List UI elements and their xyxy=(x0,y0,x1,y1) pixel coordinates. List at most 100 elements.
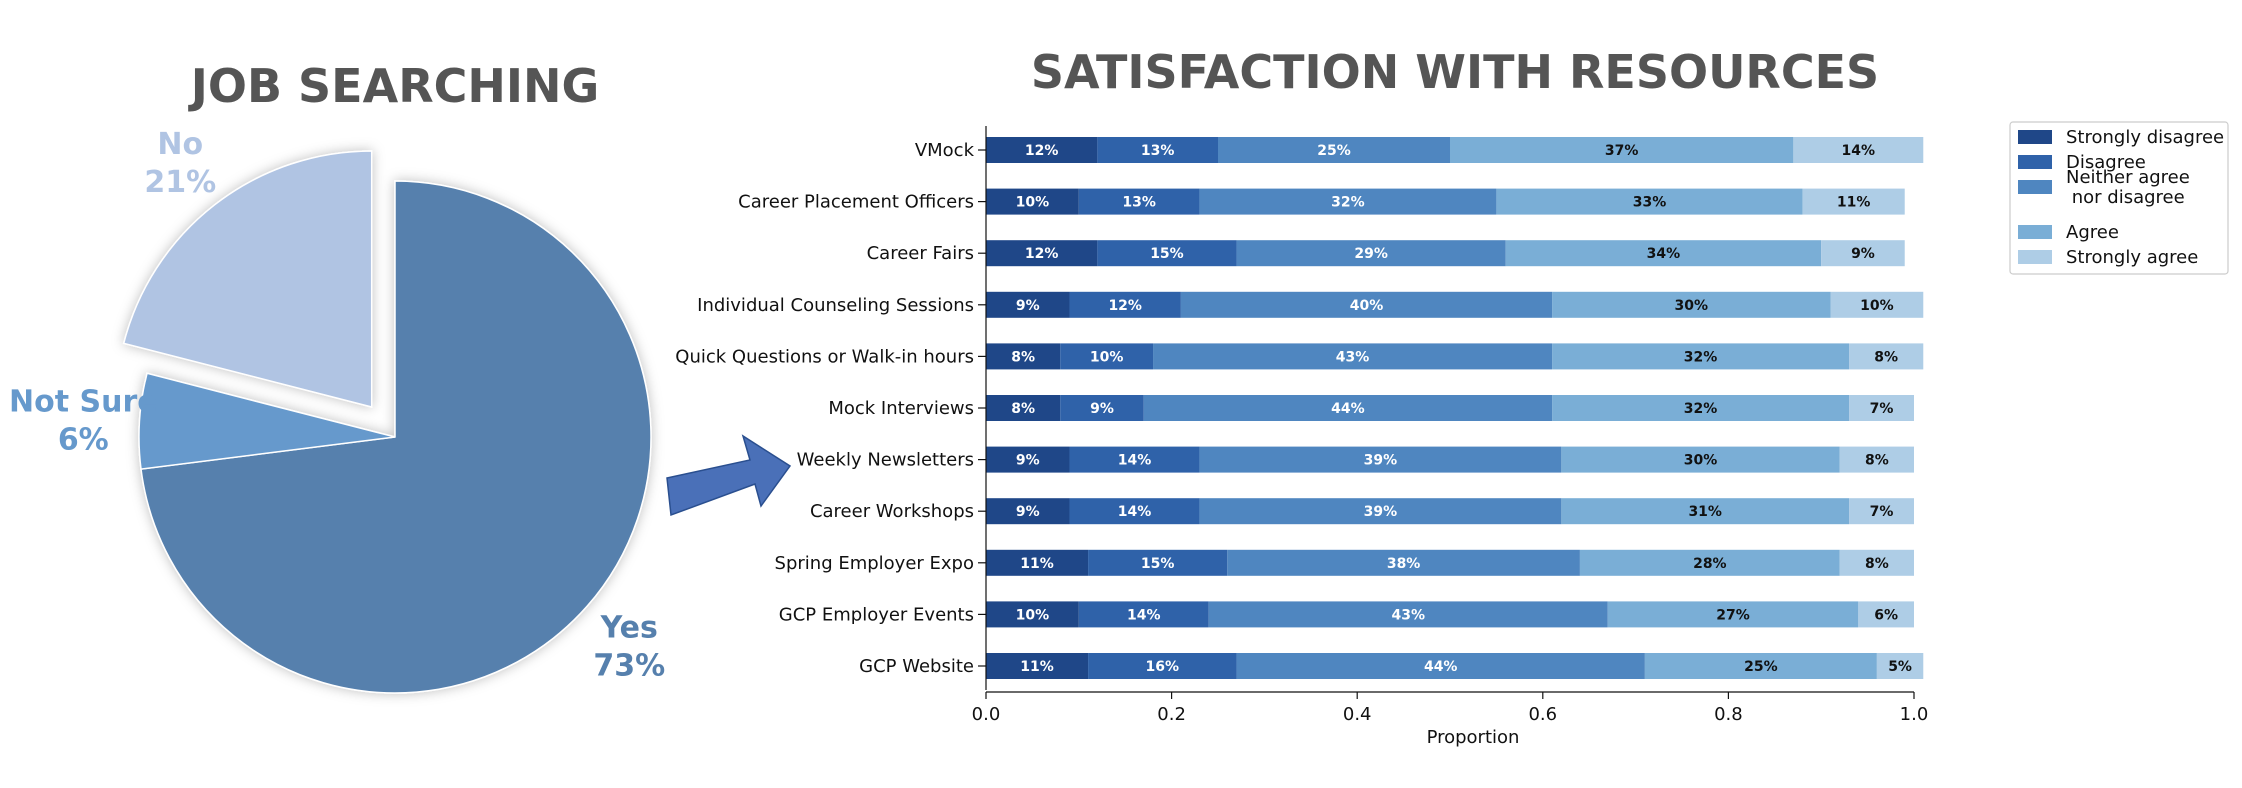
category-label: Mock Interviews xyxy=(828,398,974,419)
bar-value-label: 14% xyxy=(1127,607,1161,623)
bar-segment-agree xyxy=(1607,601,1859,628)
bar-value-label: 44% xyxy=(1331,401,1365,417)
bar-segment-agree xyxy=(1579,549,1840,576)
pie-value-no: 21% xyxy=(144,165,216,200)
bar-value-label: 44% xyxy=(1424,659,1458,675)
bar-segment-strongly-agree xyxy=(1849,395,1914,421)
bar-value-label: 32% xyxy=(1331,195,1365,211)
bar-segment-strongly-agree xyxy=(1839,549,1914,576)
bar-segment-strongly-disagree xyxy=(986,653,1089,679)
bar-segment-neither-agree-nor-disagree xyxy=(1199,446,1562,473)
bar-segment-agree xyxy=(1644,653,1877,679)
legend-swatch xyxy=(2018,130,2052,144)
bar-value-label: 6% xyxy=(1874,607,1898,623)
bar-row-spring-employer-expo: Spring Employer Expo 11% 15% 38% 28% 8% xyxy=(775,549,1914,576)
bar-segment-strongly-agree xyxy=(1793,137,1924,163)
bar-value-label: 43% xyxy=(1391,607,1425,623)
bar-value-label: 32% xyxy=(1684,401,1718,417)
bar-segment-disagree xyxy=(1088,653,1237,679)
bar-segment-disagree xyxy=(1069,291,1181,318)
bar-segment-strongly-disagree xyxy=(986,601,1079,628)
bar-segment-strongly-agree xyxy=(1849,498,1914,525)
bar-segment-agree xyxy=(1552,291,1831,318)
bar-segment-agree xyxy=(1561,498,1850,525)
bar-row-gcp-website: GCP Website 11% 16% 44% 25% 5% xyxy=(859,653,1924,679)
bar-value-label: 8% xyxy=(1874,349,1898,365)
x-tick-label: 0.2 xyxy=(1157,704,1186,725)
bar-segment-strongly-agree xyxy=(1821,240,1905,267)
bar-value-label: 10% xyxy=(1860,298,1894,314)
bar-segment-neither-agree-nor-disagree xyxy=(1236,653,1645,679)
legend-label: Strongly agree xyxy=(2066,247,2198,268)
bar-segment-strongly-agree xyxy=(1839,446,1914,473)
legend-swatch xyxy=(2018,155,2052,169)
bar-segment-disagree xyxy=(1097,240,1237,267)
x-tick-label: 1.0 xyxy=(1900,704,1929,725)
bar-value-label: 40% xyxy=(1350,298,1384,314)
bar-segment-strongly-agree xyxy=(1802,188,1905,215)
category-label: Spring Employer Expo xyxy=(775,553,974,574)
bar-value-label: 28% xyxy=(1693,556,1727,572)
bar-value-label: 30% xyxy=(1675,298,1709,314)
bar-segment-agree xyxy=(1496,188,1803,215)
bar-value-label: 14% xyxy=(1842,143,1876,159)
x-axis: 0.0 0.2 0.4 0.6 0.8 1.0 xyxy=(972,126,1929,725)
bar-segment-disagree xyxy=(1097,137,1218,163)
x-axis-label: Proportion xyxy=(1427,727,1520,748)
bar-value-label: 10% xyxy=(1016,607,1050,623)
bar-value-label: 14% xyxy=(1118,504,1152,520)
bar-segment-neither-agree-nor-disagree xyxy=(1218,137,1450,163)
bar-segment-strongly-agree xyxy=(1858,601,1914,628)
bar-value-label: 43% xyxy=(1336,349,1370,365)
bar-segment-strongly-agree xyxy=(1849,343,1924,370)
legend-swatch xyxy=(2018,250,2052,264)
bar-value-label: 39% xyxy=(1364,504,1398,520)
bar-value-label: 31% xyxy=(1688,504,1722,520)
x-tick-label: 0.0 xyxy=(972,704,1001,725)
bar-segment-neither-agree-nor-disagree xyxy=(1227,549,1580,576)
bar-value-label: 15% xyxy=(1141,556,1175,572)
legend-item-strongly-disagree: Strongly disagree xyxy=(2018,127,2224,148)
bar-row-career-workshops: Career Workshops 9% 14% 39% 31% 7% xyxy=(810,498,1914,525)
legend-item-neither-agree-nor-disagree: Neither agree nor disagree xyxy=(2018,167,2190,208)
category-label: VMock xyxy=(915,140,975,161)
bar-segment-agree xyxy=(1450,137,1794,163)
bar-value-label: 9% xyxy=(1016,504,1040,520)
legend-item-agree: Agree xyxy=(2018,222,2119,243)
bar-value-label: 11% xyxy=(1020,659,1054,675)
bar-value-label: 8% xyxy=(1865,453,1889,469)
category-label: GCP Website xyxy=(859,656,974,677)
bar-segment-disagree xyxy=(1078,188,1200,215)
pie-value-not-sure: 6% xyxy=(58,422,109,457)
bar-segment-disagree xyxy=(1060,395,1144,421)
bar-segment-neither-agree-nor-disagree xyxy=(1143,395,1553,421)
bar-value-label: 5% xyxy=(1888,659,1912,675)
bar-segment-agree xyxy=(1505,240,1822,267)
bar-segment-neither-agree-nor-disagree xyxy=(1153,343,1553,370)
bar-value-label: 8% xyxy=(1865,556,1889,572)
pie-slice-not-sure xyxy=(138,372,396,470)
bar-segment-disagree xyxy=(1088,549,1228,576)
pie-label-yes: Yes xyxy=(600,611,658,646)
bar-value-label: 10% xyxy=(1090,349,1124,365)
bar-value-label: 12% xyxy=(1108,298,1142,314)
legend-label: Strongly disagree xyxy=(2066,127,2224,148)
bar-segment-strongly-disagree xyxy=(986,343,1061,370)
bar-value-label: 25% xyxy=(1317,143,1351,159)
bar-segment-disagree xyxy=(1069,446,1200,473)
category-label: Weekly Newsletters xyxy=(797,450,974,471)
bar-value-label: 30% xyxy=(1684,453,1718,469)
bar-value-label: 10% xyxy=(1016,195,1050,211)
bar-value-label: 9% xyxy=(1016,298,1040,314)
bar-value-label: 7% xyxy=(1870,504,1894,520)
bar-value-label: 25% xyxy=(1744,659,1778,675)
bar-value-label: 34% xyxy=(1647,246,1681,262)
bar-segment-strongly-disagree xyxy=(986,498,1070,525)
bar-row-vmock: VMock 12% 13% 25% 37% 14% xyxy=(915,137,1924,163)
bar-row-career-fairs: Career Fairs 12% 15% 29% 34% 9% xyxy=(867,240,1905,267)
bar-segment-disagree xyxy=(1060,343,1154,370)
bar-value-label: 13% xyxy=(1141,143,1175,159)
bar-segment-strongly-disagree xyxy=(986,291,1070,318)
x-tick-label: 0.4 xyxy=(1343,704,1372,725)
